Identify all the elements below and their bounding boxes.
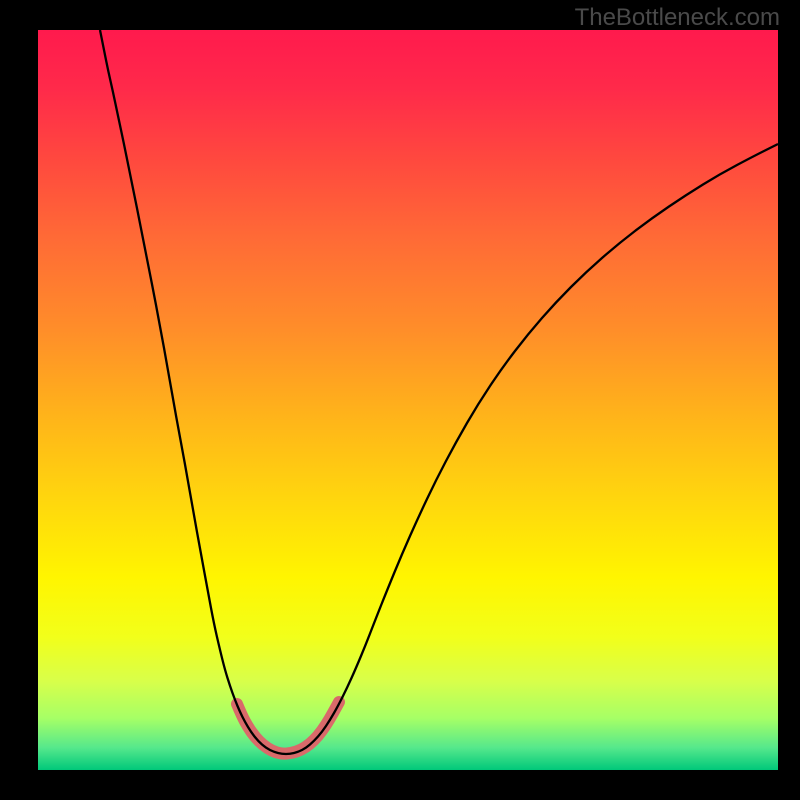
watermark-text: TheBottleneck.com xyxy=(575,4,780,32)
plot-area xyxy=(38,30,778,770)
bottleneck-curve xyxy=(100,30,778,754)
curve-layer xyxy=(38,30,778,770)
